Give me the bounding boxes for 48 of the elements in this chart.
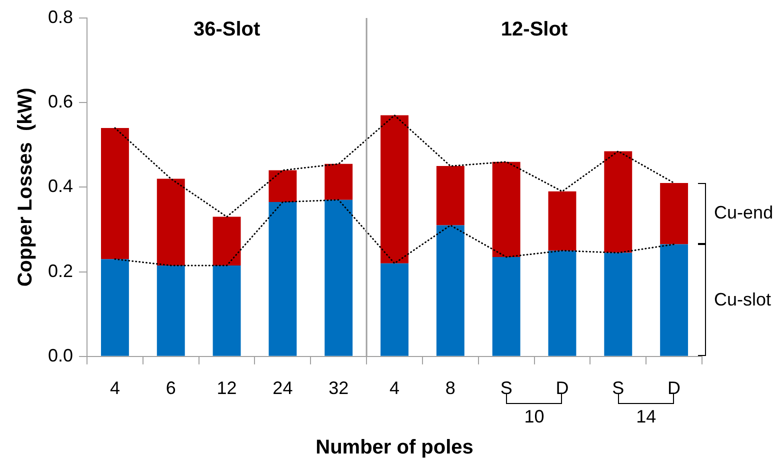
line-series [114,199,675,266]
text: 10 [524,406,544,426]
bar [212,265,241,356]
annotation: 12-Slot [500,18,568,41]
bar [660,244,688,356]
bar [380,115,408,264]
bar [548,191,576,251]
bar [212,216,241,266]
series-label: Cu-slot [714,289,772,310]
bar [660,182,688,244]
bar [324,200,353,356]
bar [268,202,297,356]
text: 14 [636,406,656,426]
x-tick-label: D [668,378,681,398]
bar [548,250,576,356]
line-series [114,114,675,218]
bar [156,178,185,266]
series-label: Cu-end [714,202,774,223]
bar [492,256,520,356]
x-tick-label: 32 [328,378,349,398]
bar [268,170,297,202]
x-tick-label: 8 [445,378,456,398]
x-tick-label: 6 [166,378,176,398]
x-tick-label: S [612,378,624,398]
y-tick-label: 0.2 [48,260,74,281]
y-axis-title: Copper Losses (kW) [14,88,37,287]
bar [101,128,129,260]
bar [380,263,408,356]
annotation: 36-Slot [193,18,260,41]
x-tick-label: 4 [110,378,120,398]
bar [604,151,632,253]
y-tick-label: 0.0 [48,345,74,366]
bar [156,265,185,356]
x-tick-label: 4 [390,378,400,398]
bar [436,225,464,356]
x-tick-label: S [500,378,512,398]
y-tick-label: 0.4 [48,176,74,196]
bar [436,166,464,226]
y-tick-label: 0.8 [48,6,74,27]
y-tick-label: 0.6 [48,92,74,112]
bar [492,162,520,257]
bar [101,259,129,356]
x-tick-label: D [556,378,569,398]
x-tick-label: 12 [216,378,237,398]
bar [604,252,632,356]
bar [324,164,353,200]
x-tick-label: 24 [272,378,293,398]
x-axis-title: Number of poles [316,436,474,459]
